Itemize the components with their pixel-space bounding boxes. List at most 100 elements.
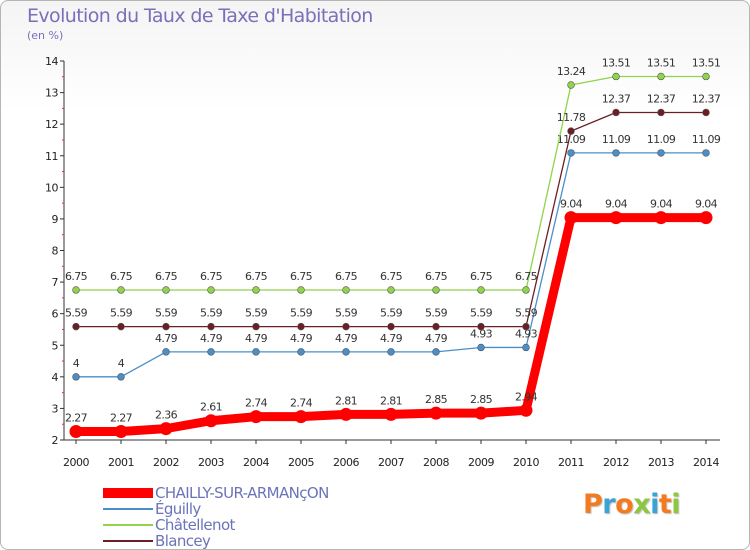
data-point xyxy=(117,322,125,331)
data-label: 5.59 xyxy=(470,307,493,320)
data-label: 2.74 xyxy=(245,397,268,410)
data-point xyxy=(387,348,395,356)
data-label: 2.27 xyxy=(110,411,133,424)
data-label: 2.81 xyxy=(380,394,402,407)
data-point xyxy=(477,286,485,294)
data-label: 5.59 xyxy=(335,307,358,320)
data-label: 2.94 xyxy=(515,390,538,403)
data-label: 6.75 xyxy=(245,270,268,283)
data-label: 4.93 xyxy=(515,327,538,340)
y-tick-label: 14 xyxy=(45,55,58,68)
data-point xyxy=(612,108,620,117)
y-tick-label: 4 xyxy=(52,371,59,384)
x-tick-label: 2005 xyxy=(288,456,314,469)
data-label: 12.37 xyxy=(602,92,631,105)
data-point xyxy=(297,286,305,294)
data-label: 2.74 xyxy=(290,397,313,410)
data-point xyxy=(609,211,623,225)
data-point xyxy=(252,286,260,294)
series-2: 6.75 6.75 6.75 6.75 6.75 6.75 6.75 6.75 6.75 6.75… xyxy=(65,56,721,294)
data-point xyxy=(432,348,440,356)
data-label: 12.37 xyxy=(692,92,721,105)
legend-label: CHAILLY-SUR-ARMANçON xyxy=(155,484,329,502)
data-label: 6.75 xyxy=(470,270,493,283)
data-label: 5.59 xyxy=(110,307,133,320)
data-label: 6.75 xyxy=(515,270,538,283)
data-point xyxy=(522,343,530,352)
data-point xyxy=(72,373,80,381)
data-point xyxy=(159,422,173,436)
data-point xyxy=(162,322,170,331)
y-tick-label: 8 xyxy=(52,245,59,258)
legend-label: Éguilly xyxy=(155,500,201,518)
data-point xyxy=(387,286,395,294)
data-point xyxy=(702,108,710,117)
data-label: 5.59 xyxy=(290,307,313,320)
data-label: 11.09 xyxy=(557,133,586,146)
data-point xyxy=(657,72,665,81)
data-label: 11.09 xyxy=(602,133,631,146)
legend-label: Blancey xyxy=(155,532,211,550)
y-tick-label: 12 xyxy=(45,118,58,131)
data-label: 13.51 xyxy=(647,56,676,69)
data-label: 4.79 xyxy=(335,332,358,345)
data-label: 9.04 xyxy=(695,198,718,211)
data-label: 11.09 xyxy=(692,133,721,146)
x-tick-label: 2006 xyxy=(333,456,359,469)
data-label: 2.85 xyxy=(425,393,448,406)
data-label: 4.79 xyxy=(155,332,178,345)
data-label: 6.75 xyxy=(155,270,178,283)
data-point xyxy=(249,410,263,424)
data-label: 11.09 xyxy=(647,133,676,146)
data-point xyxy=(432,322,440,331)
x-tick-label: 2009 xyxy=(468,456,494,469)
data-point xyxy=(252,322,260,331)
y-tick-label: 11 xyxy=(45,150,58,163)
y-tick-label: 6 xyxy=(52,308,59,321)
x-tick-label: 2007 xyxy=(378,456,404,469)
y-tick-label: 3 xyxy=(52,402,59,415)
x-tick-label: 2001 xyxy=(108,456,134,469)
data-point xyxy=(702,72,710,81)
data-point xyxy=(252,348,260,356)
data-point xyxy=(657,108,665,117)
data-label: 13.51 xyxy=(602,56,631,69)
data-point xyxy=(117,373,125,381)
data-point xyxy=(114,424,128,438)
data-label: 4 xyxy=(118,357,125,370)
data-point xyxy=(297,348,305,356)
data-point xyxy=(72,322,80,331)
series-3: 5.59 5.59 5.59 5.59 5.59 5.59 5.59 5.59 5.59 5.59… xyxy=(65,92,721,331)
data-label: 6.75 xyxy=(290,270,313,283)
data-label: 2.36 xyxy=(155,409,178,422)
data-label: 2.61 xyxy=(200,401,222,414)
data-point xyxy=(72,286,80,294)
data-point xyxy=(339,407,353,421)
data-point xyxy=(207,286,215,294)
legend-swatch xyxy=(103,488,153,498)
y-tick-label: 9 xyxy=(52,213,59,226)
data-label: 13.24 xyxy=(557,65,586,78)
data-point xyxy=(567,127,575,135)
data-label: 4.79 xyxy=(290,332,313,345)
data-label: 4.79 xyxy=(380,332,403,345)
data-label: 9.04 xyxy=(650,198,673,211)
x-tick-label: 2008 xyxy=(423,456,449,469)
data-point xyxy=(342,286,350,294)
data-label: 9.04 xyxy=(605,198,628,211)
data-point xyxy=(429,406,443,420)
x-tick-label: 2010 xyxy=(513,456,539,469)
data-point xyxy=(207,348,215,356)
x-tick-label: 2012 xyxy=(603,456,629,469)
data-point xyxy=(162,348,170,356)
y-tick-label: 2 xyxy=(52,434,59,447)
legend-swatch xyxy=(103,508,153,510)
data-label: 6.75 xyxy=(65,270,88,283)
x-tick-label: 2014 xyxy=(693,456,719,469)
data-point xyxy=(699,211,713,225)
data-label: 5.59 xyxy=(515,307,538,320)
data-point xyxy=(477,322,485,331)
legend-label: Châtellenot xyxy=(155,516,235,534)
data-point xyxy=(432,286,440,294)
x-tick-label: 2000 xyxy=(63,456,89,469)
